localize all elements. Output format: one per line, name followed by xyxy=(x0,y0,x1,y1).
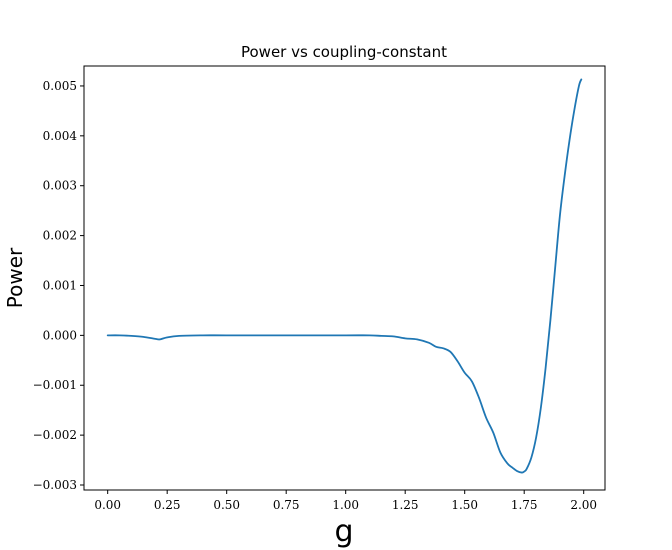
y-tick-label: 0.000 xyxy=(43,328,77,342)
y-tick-label: 0.005 xyxy=(43,79,77,93)
x-tick-label: 0.25 xyxy=(154,498,181,512)
y-tick-label: −0.001 xyxy=(33,378,77,392)
x-axis: 0.00 0.25 0.50 0.75 1.00 1.25 1.50 1.75 2.00 xyxy=(94,490,597,512)
plot-area-frame xyxy=(83,65,606,491)
x-tick-label: 2.00 xyxy=(570,498,597,512)
x-tick-label: 0.75 xyxy=(273,498,300,512)
x-tick-label: 1.25 xyxy=(392,498,419,512)
y-axis-label: Power xyxy=(3,247,27,308)
y-tick-label: 0.001 xyxy=(43,278,77,292)
y-tick-label: −0.002 xyxy=(33,428,77,442)
x-tick-label: 0.00 xyxy=(94,498,121,512)
y-tick-label: 0.004 xyxy=(43,129,78,143)
chart-title: Power vs coupling-constant xyxy=(241,43,447,61)
y-tick-label: 0.003 xyxy=(43,179,77,193)
y-tick-label: −0.003 xyxy=(33,478,77,492)
x-axis-label: g xyxy=(334,514,353,549)
x-tick-label: 1.50 xyxy=(451,498,478,512)
x-tick-label: 1.00 xyxy=(332,498,359,512)
y-axis: −0.003 −0.002 −0.001 0.000 0.001 0.002 0.003 0.… xyxy=(33,79,84,492)
y-tick-label: 0.002 xyxy=(43,229,77,243)
x-tick-label: 1.75 xyxy=(511,498,538,512)
x-tick-label: 0.50 xyxy=(213,498,240,512)
power-series-line xyxy=(106,78,583,474)
